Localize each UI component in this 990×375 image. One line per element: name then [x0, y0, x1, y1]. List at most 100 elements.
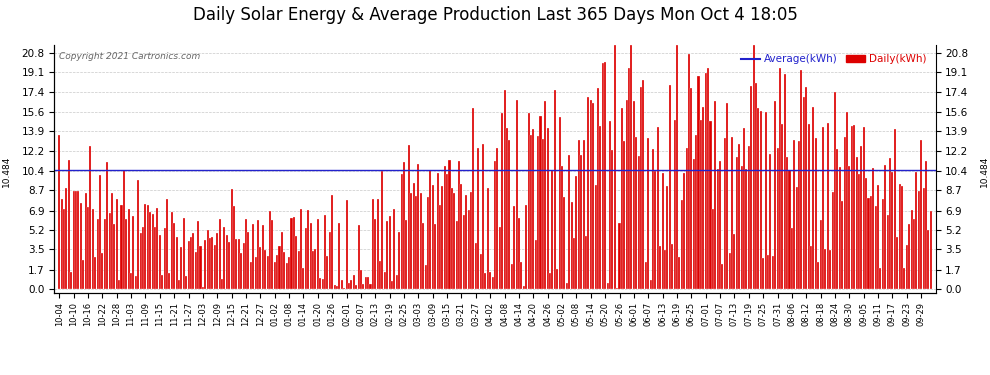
Bar	[147, 206, 148, 289]
Bar	[604, 63, 606, 289]
Bar	[369, 284, 371, 289]
Bar	[344, 288, 346, 289]
Bar	[504, 90, 506, 289]
Bar	[817, 262, 820, 289]
Bar	[542, 139, 544, 289]
Bar	[322, 279, 324, 289]
Bar	[717, 169, 719, 289]
Bar	[516, 100, 518, 289]
Bar	[300, 209, 302, 289]
Bar	[408, 145, 410, 289]
Bar	[508, 140, 511, 289]
Bar	[872, 168, 874, 289]
Bar	[381, 171, 383, 289]
Bar	[75, 191, 77, 289]
Bar	[913, 219, 915, 289]
Bar	[142, 227, 145, 289]
Bar	[776, 148, 778, 289]
Bar	[145, 204, 147, 289]
Bar	[862, 127, 864, 289]
Bar	[324, 214, 326, 289]
Bar	[887, 215, 889, 289]
Bar	[261, 225, 263, 289]
Bar	[918, 192, 920, 289]
Bar	[477, 148, 479, 289]
Bar	[121, 205, 123, 289]
Bar	[84, 193, 86, 289]
Bar	[241, 253, 243, 289]
Bar	[633, 101, 635, 289]
Bar	[97, 219, 99, 289]
Bar	[192, 233, 194, 289]
Bar	[126, 219, 128, 289]
Bar	[590, 100, 592, 289]
Bar	[727, 103, 729, 289]
Bar	[243, 243, 245, 289]
Bar	[367, 277, 369, 289]
Bar	[374, 219, 376, 289]
Bar	[307, 210, 309, 289]
Bar	[254, 257, 256, 289]
Bar	[533, 129, 535, 289]
Bar	[106, 162, 108, 289]
Bar	[329, 232, 331, 289]
Bar	[752, 45, 754, 289]
Bar	[582, 140, 585, 289]
Bar	[530, 135, 532, 289]
Bar	[712, 209, 714, 289]
Bar	[796, 187, 798, 289]
Bar	[595, 184, 597, 289]
Bar	[315, 249, 317, 289]
Bar	[879, 268, 881, 289]
Bar	[413, 183, 415, 289]
Bar	[479, 254, 482, 289]
Bar	[788, 170, 791, 289]
Bar	[798, 141, 800, 289]
Bar	[731, 137, 733, 289]
Bar	[396, 275, 398, 289]
Bar	[544, 101, 546, 289]
Bar	[422, 223, 424, 289]
Bar	[719, 162, 721, 289]
Bar	[290, 218, 292, 289]
Bar	[521, 262, 523, 289]
Bar	[398, 232, 400, 289]
Bar	[528, 113, 530, 289]
Bar	[249, 262, 251, 289]
Bar	[678, 257, 680, 289]
Bar	[185, 276, 187, 289]
Bar	[420, 193, 422, 289]
Bar	[496, 147, 498, 289]
Bar	[87, 207, 89, 289]
Bar	[276, 255, 278, 289]
Bar	[492, 277, 494, 289]
Bar	[850, 126, 852, 289]
Bar	[511, 264, 513, 289]
Bar	[810, 246, 812, 289]
Bar	[334, 285, 336, 289]
Bar	[920, 140, 923, 289]
Bar	[77, 191, 79, 289]
Bar	[350, 280, 352, 289]
Bar	[501, 113, 503, 289]
Bar	[906, 245, 908, 289]
Bar	[621, 108, 623, 289]
Bar	[599, 126, 601, 289]
Bar	[769, 154, 771, 289]
Bar	[791, 228, 793, 289]
Bar	[82, 260, 84, 289]
Bar	[133, 216, 135, 289]
Bar	[156, 209, 158, 289]
Bar	[224, 227, 226, 289]
Bar	[845, 111, 848, 289]
Bar	[808, 124, 810, 289]
Bar	[774, 101, 776, 289]
Bar	[827, 123, 829, 289]
Bar	[556, 269, 558, 289]
Bar	[450, 188, 452, 289]
Bar	[403, 162, 405, 289]
Bar	[346, 200, 347, 289]
Bar	[467, 210, 469, 289]
Bar	[882, 199, 884, 289]
Bar	[710, 122, 712, 289]
